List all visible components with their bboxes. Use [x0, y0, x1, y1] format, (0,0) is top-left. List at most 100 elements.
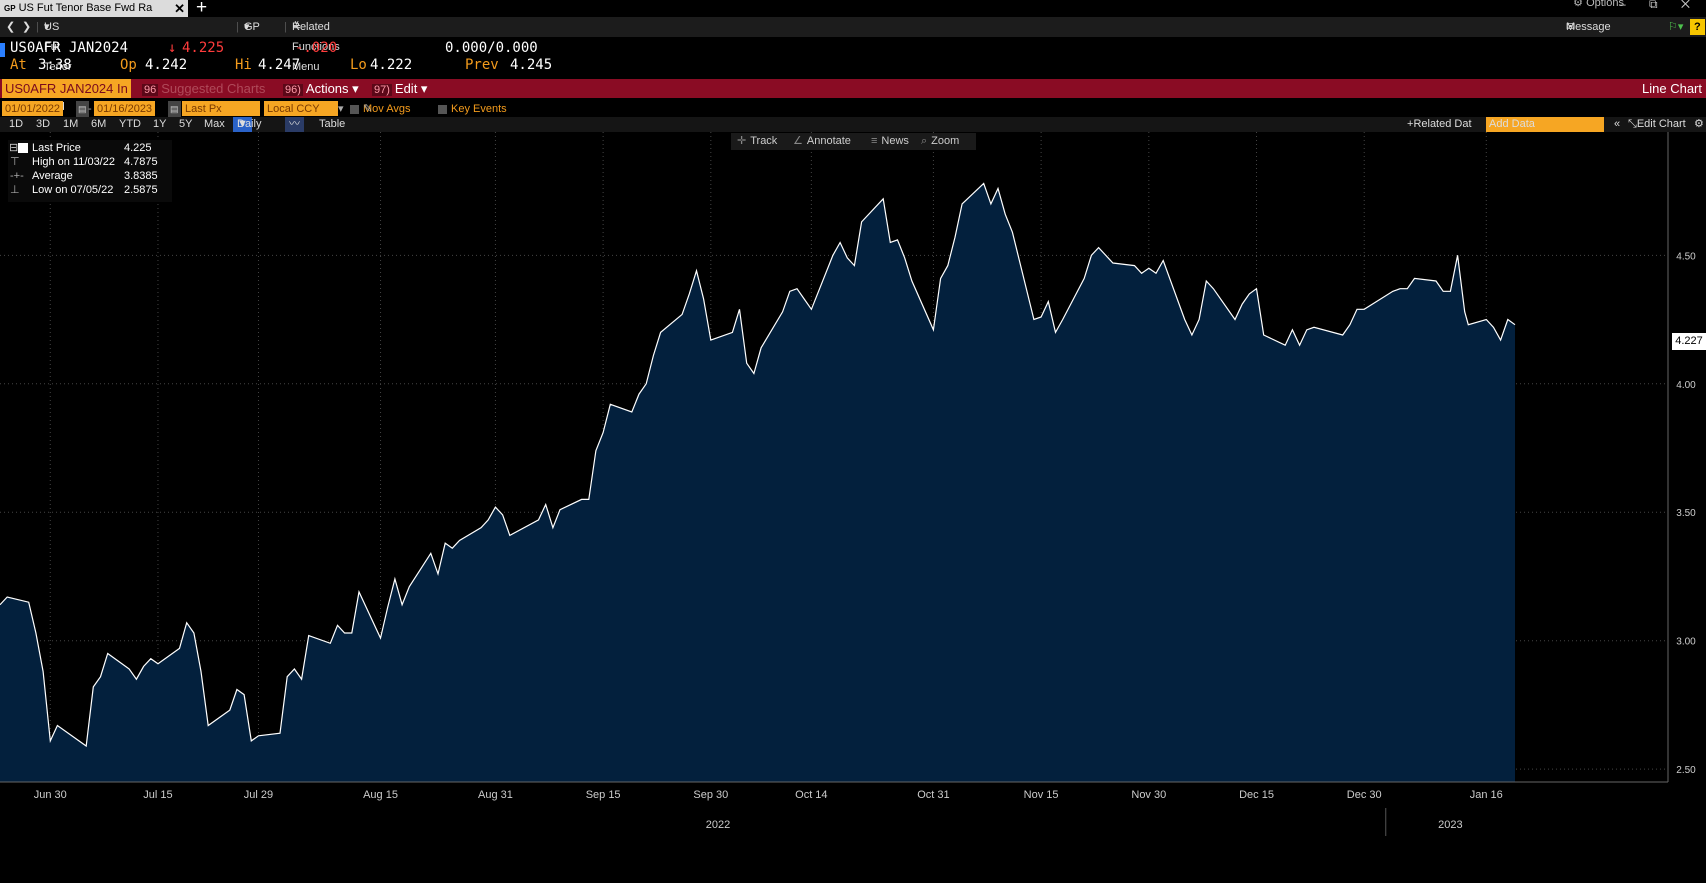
period-button[interactable]: 1Y [153, 118, 167, 130]
flag-icon[interactable]: ⚐▾ [1668, 21, 1684, 33]
zoom-label: Zoom [931, 135, 960, 147]
related-functions-menu[interactable]: Related Functions Menu ≚ [292, 17, 340, 73]
high-value: 4.247 [258, 57, 301, 73]
open-value: 4.242 [145, 57, 188, 73]
average-marker-icon: -+- [10, 170, 24, 182]
period-button[interactable]: 6M [91, 118, 107, 130]
edit-chart-label: Edit Chart [1636, 118, 1686, 130]
currency-selector[interactable]: Local CCY [264, 101, 338, 116]
calendar-icon[interactable]: ▤ [76, 101, 89, 117]
add-tab-icon[interactable]: + [196, 0, 208, 18]
function-dropdown[interactable]: GP ▾ [244, 17, 260, 37]
period-button[interactable]: 5Y [179, 118, 193, 130]
chart-toolbox: ✛ Track ∠ Annotate ≡ News ⌕ Zoom [731, 133, 976, 150]
divider: | [36, 21, 39, 33]
tab-badge: GP [4, 4, 16, 13]
security-dropdown[interactable]: US Fut Tenor Base Fwd Rate Index ▾ [44, 17, 72, 153]
frequency-dropdown[interactable]: Daily ▼ [233, 117, 261, 132]
window-controls[interactable]: – ⧉ ✕ [1618, 0, 1700, 11]
envelope-icon: ✉ [1566, 21, 1576, 33]
average-label: Average [32, 170, 73, 182]
period-button[interactable]: Max [204, 118, 225, 130]
window-tab-bar: GP US Fut Tenor Base Fwd Ra ✕ + ⚙ Options… [0, 0, 1706, 18]
down-arrow-icon: ↓ [168, 40, 177, 56]
edit-menu[interactable]: 97) Edit ▾ [372, 81, 428, 96]
options-label: Options [1586, 0, 1624, 9]
x-tick-label: Dec 30 [1347, 789, 1382, 801]
end-date-field[interactable]: 01/16/2023 [94, 101, 156, 116]
help-icon[interactable]: ? [1690, 19, 1705, 35]
last-price-tag: 4.227 [1672, 333, 1706, 350]
actions-menu[interactable]: 96) Actions ▾ [283, 81, 359, 96]
chart-type-label[interactable]: Line Chart [1642, 81, 1702, 96]
period-button[interactable]: YTD [119, 118, 141, 130]
date-separator: - [88, 103, 92, 115]
price-chart[interactable]: 2.50 3.00 3.50 4.00 4.50 Jun 30 Jul 15 Jul 29 A… [0, 132, 1706, 883]
track-tool[interactable]: ✛ Track [737, 133, 777, 150]
high-label: High on 11/03/22 [32, 156, 115, 168]
period-bar: 1D 3D 1M 6M YTD 1Y 5Y Max Daily ▼ 〰 Tabl… [0, 117, 1706, 132]
x-tick-label: Jul 29 [244, 789, 273, 801]
x-tick-label: Aug 31 [478, 789, 513, 801]
options-menu[interactable]: ⚙ Options [1573, 0, 1624, 9]
prev-value: 4.245 [510, 57, 553, 73]
ticker-field[interactable]: US0AFR JAN2024 In [2, 79, 131, 98]
field-selector[interactable]: Last Px [182, 101, 260, 116]
magnifier-icon: ⌕ [921, 135, 928, 147]
gear-icon[interactable]: ⚙ [1694, 118, 1704, 130]
x-tick-label: Sep 30 [693, 789, 728, 801]
add-data-input[interactable]: Add Data [1486, 117, 1604, 132]
annotate-tool[interactable]: ∠ Annotate [793, 133, 851, 150]
high-marker-icon: ⊤ [10, 156, 20, 168]
key-events-toggle[interactable]: Key Events [438, 101, 507, 117]
line-swatch [18, 143, 28, 153]
low-value: 2.5875 [124, 184, 158, 196]
message-label: Message [1566, 21, 1611, 33]
net-change: -.020 [295, 40, 338, 56]
legend-collapse-icon[interactable]: ⊟ [9, 142, 19, 154]
close-icon[interactable]: ✕ [174, 1, 185, 16]
x-tick-label: Jan 16 [1470, 789, 1503, 801]
mov-avgs-toggle[interactable]: Mov Avgs ✎ [350, 101, 411, 117]
legend-row-high: ⊤ High on 11/03/22 4.7875 [8, 155, 172, 169]
annotate-label: Annotate [806, 135, 851, 147]
frequency-label: Daily [237, 118, 262, 130]
last-price: 4.225 [182, 40, 225, 56]
x-tick-label: Jun 30 [34, 789, 67, 801]
divider: | [236, 21, 239, 33]
key-events-checkbox[interactable] [438, 104, 447, 114]
y-tick-label: 4.50 [1676, 251, 1696, 262]
price-area [0, 183, 1515, 782]
table-button[interactable]: Table [319, 118, 346, 130]
line-chart-icon[interactable]: 〰 [285, 117, 304, 132]
at-time: 3:38 [38, 57, 72, 73]
start-date-field[interactable]: 01/01/2022 [2, 101, 64, 116]
news-tool[interactable]: ≡ News [871, 133, 909, 150]
related-data-label: Related Dat [1413, 118, 1472, 130]
tab-title: US Fut Tenor Base Fwd Ra [18, 2, 153, 14]
period-button[interactable]: 1D [9, 118, 24, 130]
edit-label: Edit [394, 81, 418, 96]
related-functions-label: Related Functions Menu [292, 21, 340, 73]
mov-avgs-checkbox[interactable] [350, 104, 359, 114]
y-tick-label: 3.50 [1676, 508, 1696, 519]
collapse-icon[interactable]: « [1614, 118, 1621, 130]
pencil-icon[interactable]: ✎ [363, 103, 373, 115]
zoom-tool[interactable]: ⌕ Zoom [921, 133, 959, 150]
calendar-icon[interactable]: ▤ [168, 101, 181, 117]
key-events-label: Key Events [451, 103, 507, 115]
x-tick-label: Nov 30 [1131, 789, 1166, 801]
chart-legend[interactable]: ⊟ Last Price 4.225 ⊤ High on 11/03/22 4.… [8, 140, 172, 202]
legend-row-last: ⊟ Last Price 4.225 [8, 141, 172, 155]
back-icon[interactable]: ❮ [6, 21, 16, 33]
average-value: 3.8385 [124, 170, 158, 182]
currency-dropdown-icon[interactable]: ▾ [338, 103, 344, 115]
forward-icon[interactable]: ❯ [22, 21, 32, 33]
legend-row-low: ⊥ Low on 07/05/22 2.5875 [8, 183, 172, 197]
related-data-button[interactable]: + Related Dat [1407, 118, 1472, 130]
edit-chart-button[interactable]: ⤡ Edit Chart [1628, 118, 1686, 130]
period-button[interactable]: 3D [36, 118, 51, 130]
period-button[interactable]: 1M [63, 118, 79, 130]
suggested-charts-button[interactable]: 96 Suggested Charts [142, 79, 265, 100]
tab-gp[interactable]: GP US Fut Tenor Base Fwd Ra ✕ [0, 0, 188, 17]
